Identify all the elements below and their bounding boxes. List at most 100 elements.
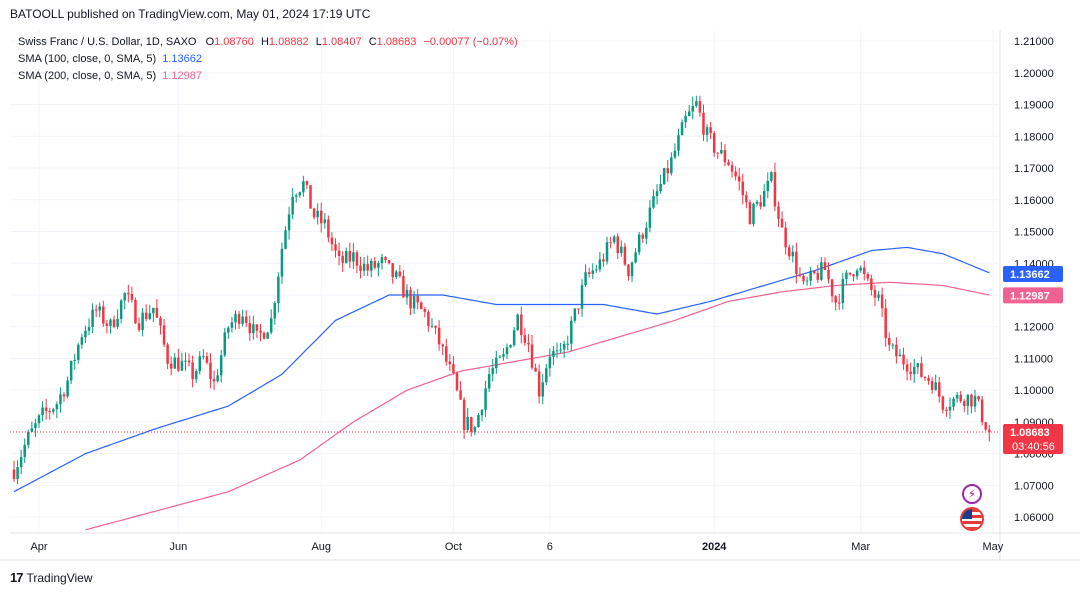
legend-sma200[interactable]: SMA (200, close, 0, SMA, 5) 1.12987 bbox=[18, 70, 202, 82]
candle-body bbox=[155, 307, 159, 318]
candle-body bbox=[316, 210, 319, 218]
candle-body bbox=[562, 343, 566, 350]
candle-body bbox=[980, 399, 984, 423]
y-tick-label: 1.21000 bbox=[1014, 36, 1054, 48]
candle-body bbox=[62, 394, 66, 397]
candle-body bbox=[466, 417, 469, 430]
candle-body bbox=[405, 289, 409, 298]
candle-body bbox=[587, 272, 591, 274]
candle-body bbox=[462, 399, 466, 430]
candle-body bbox=[566, 343, 569, 345]
candle-body bbox=[677, 135, 680, 151]
candle-body bbox=[473, 427, 477, 432]
candle-body bbox=[16, 467, 19, 480]
candle-body bbox=[66, 380, 69, 397]
candle-body bbox=[241, 316, 244, 324]
candle-body bbox=[495, 357, 498, 369]
candle-body bbox=[391, 263, 394, 278]
candle-body bbox=[141, 312, 144, 330]
candle-body bbox=[498, 356, 502, 358]
us-flag-icon[interactable] bbox=[962, 509, 982, 529]
candle-body bbox=[380, 257, 384, 264]
candle-body bbox=[691, 105, 695, 112]
candle-body bbox=[787, 247, 791, 257]
candle-body bbox=[398, 271, 402, 277]
candle-body bbox=[94, 309, 98, 311]
candle-body bbox=[802, 275, 805, 282]
candle-body bbox=[777, 206, 780, 219]
candle-body bbox=[130, 294, 134, 300]
sma200-value: 1.12987 bbox=[162, 70, 202, 82]
candle-body bbox=[455, 372, 459, 391]
candle-body bbox=[420, 302, 423, 309]
x-tick-label: 6 bbox=[547, 541, 553, 553]
candle-body bbox=[280, 248, 284, 277]
candle-body bbox=[823, 262, 827, 271]
candle-body bbox=[277, 276, 280, 304]
candle-body bbox=[198, 356, 202, 371]
candle-body bbox=[248, 323, 252, 334]
candle-body bbox=[505, 347, 509, 355]
candle-body bbox=[166, 344, 169, 364]
candle-body bbox=[327, 219, 330, 238]
candle-body bbox=[294, 195, 298, 197]
candle-body bbox=[377, 263, 380, 268]
candle-body bbox=[709, 127, 712, 134]
candle-body bbox=[959, 394, 962, 402]
candle-body bbox=[252, 324, 255, 334]
candle-body bbox=[620, 246, 623, 254]
candle-body bbox=[102, 306, 105, 324]
candle-body bbox=[637, 234, 641, 253]
candle-body bbox=[541, 382, 544, 397]
candle-body bbox=[730, 165, 734, 172]
candle-body bbox=[837, 302, 841, 304]
candle-body bbox=[180, 361, 184, 371]
candle-body bbox=[194, 370, 198, 380]
lightning-icon[interactable]: ⚡ bbox=[962, 484, 982, 504]
candle-body bbox=[977, 396, 980, 400]
x-tick-label: Oct bbox=[445, 541, 462, 553]
legend-h-value: 1.08882 bbox=[268, 36, 309, 48]
legend-sma100[interactable]: SMA (100, close, 0, SMA, 5) 1.13662 bbox=[18, 53, 202, 65]
legend-c-label: C bbox=[368, 36, 377, 48]
candle-body bbox=[791, 251, 795, 257]
candle-body bbox=[573, 308, 577, 321]
x-tick-label: Aug bbox=[311, 541, 331, 553]
candle-body bbox=[888, 338, 891, 345]
candle-body bbox=[434, 325, 437, 328]
candle-body bbox=[323, 219, 327, 224]
candle-body bbox=[516, 314, 519, 331]
candle-body bbox=[119, 300, 123, 319]
candle-body bbox=[641, 234, 645, 239]
candle-body bbox=[623, 246, 627, 265]
candle-body bbox=[877, 294, 880, 298]
tradingview-logo-icon[interactable]: 17 bbox=[10, 570, 24, 585]
candle-body bbox=[416, 295, 419, 303]
x-tick-label: Jun bbox=[169, 541, 187, 553]
candle-body bbox=[423, 308, 427, 312]
candle-body bbox=[470, 417, 473, 432]
candle-body bbox=[244, 316, 248, 324]
candle-body bbox=[852, 274, 855, 277]
candle-body bbox=[137, 323, 141, 330]
candle-body bbox=[209, 362, 212, 379]
candle-body bbox=[184, 360, 187, 362]
candle-body bbox=[212, 378, 216, 382]
candle-body bbox=[266, 332, 269, 339]
candle-body bbox=[552, 350, 555, 357]
candle-body bbox=[402, 276, 405, 298]
candle-body bbox=[798, 274, 802, 276]
candle-body bbox=[152, 307, 155, 314]
candle-body bbox=[259, 330, 262, 333]
legend-l-label: L bbox=[315, 36, 322, 48]
legend-c-value: 1.08683 bbox=[376, 36, 417, 48]
candle-body bbox=[52, 409, 55, 412]
candle-body bbox=[44, 407, 48, 411]
footer: 17 TradingView bbox=[10, 570, 93, 585]
candle-body bbox=[77, 344, 80, 360]
candle-body bbox=[737, 176, 741, 182]
candle-body bbox=[344, 251, 348, 263]
candle-body bbox=[427, 311, 430, 326]
candle-body bbox=[177, 357, 180, 371]
